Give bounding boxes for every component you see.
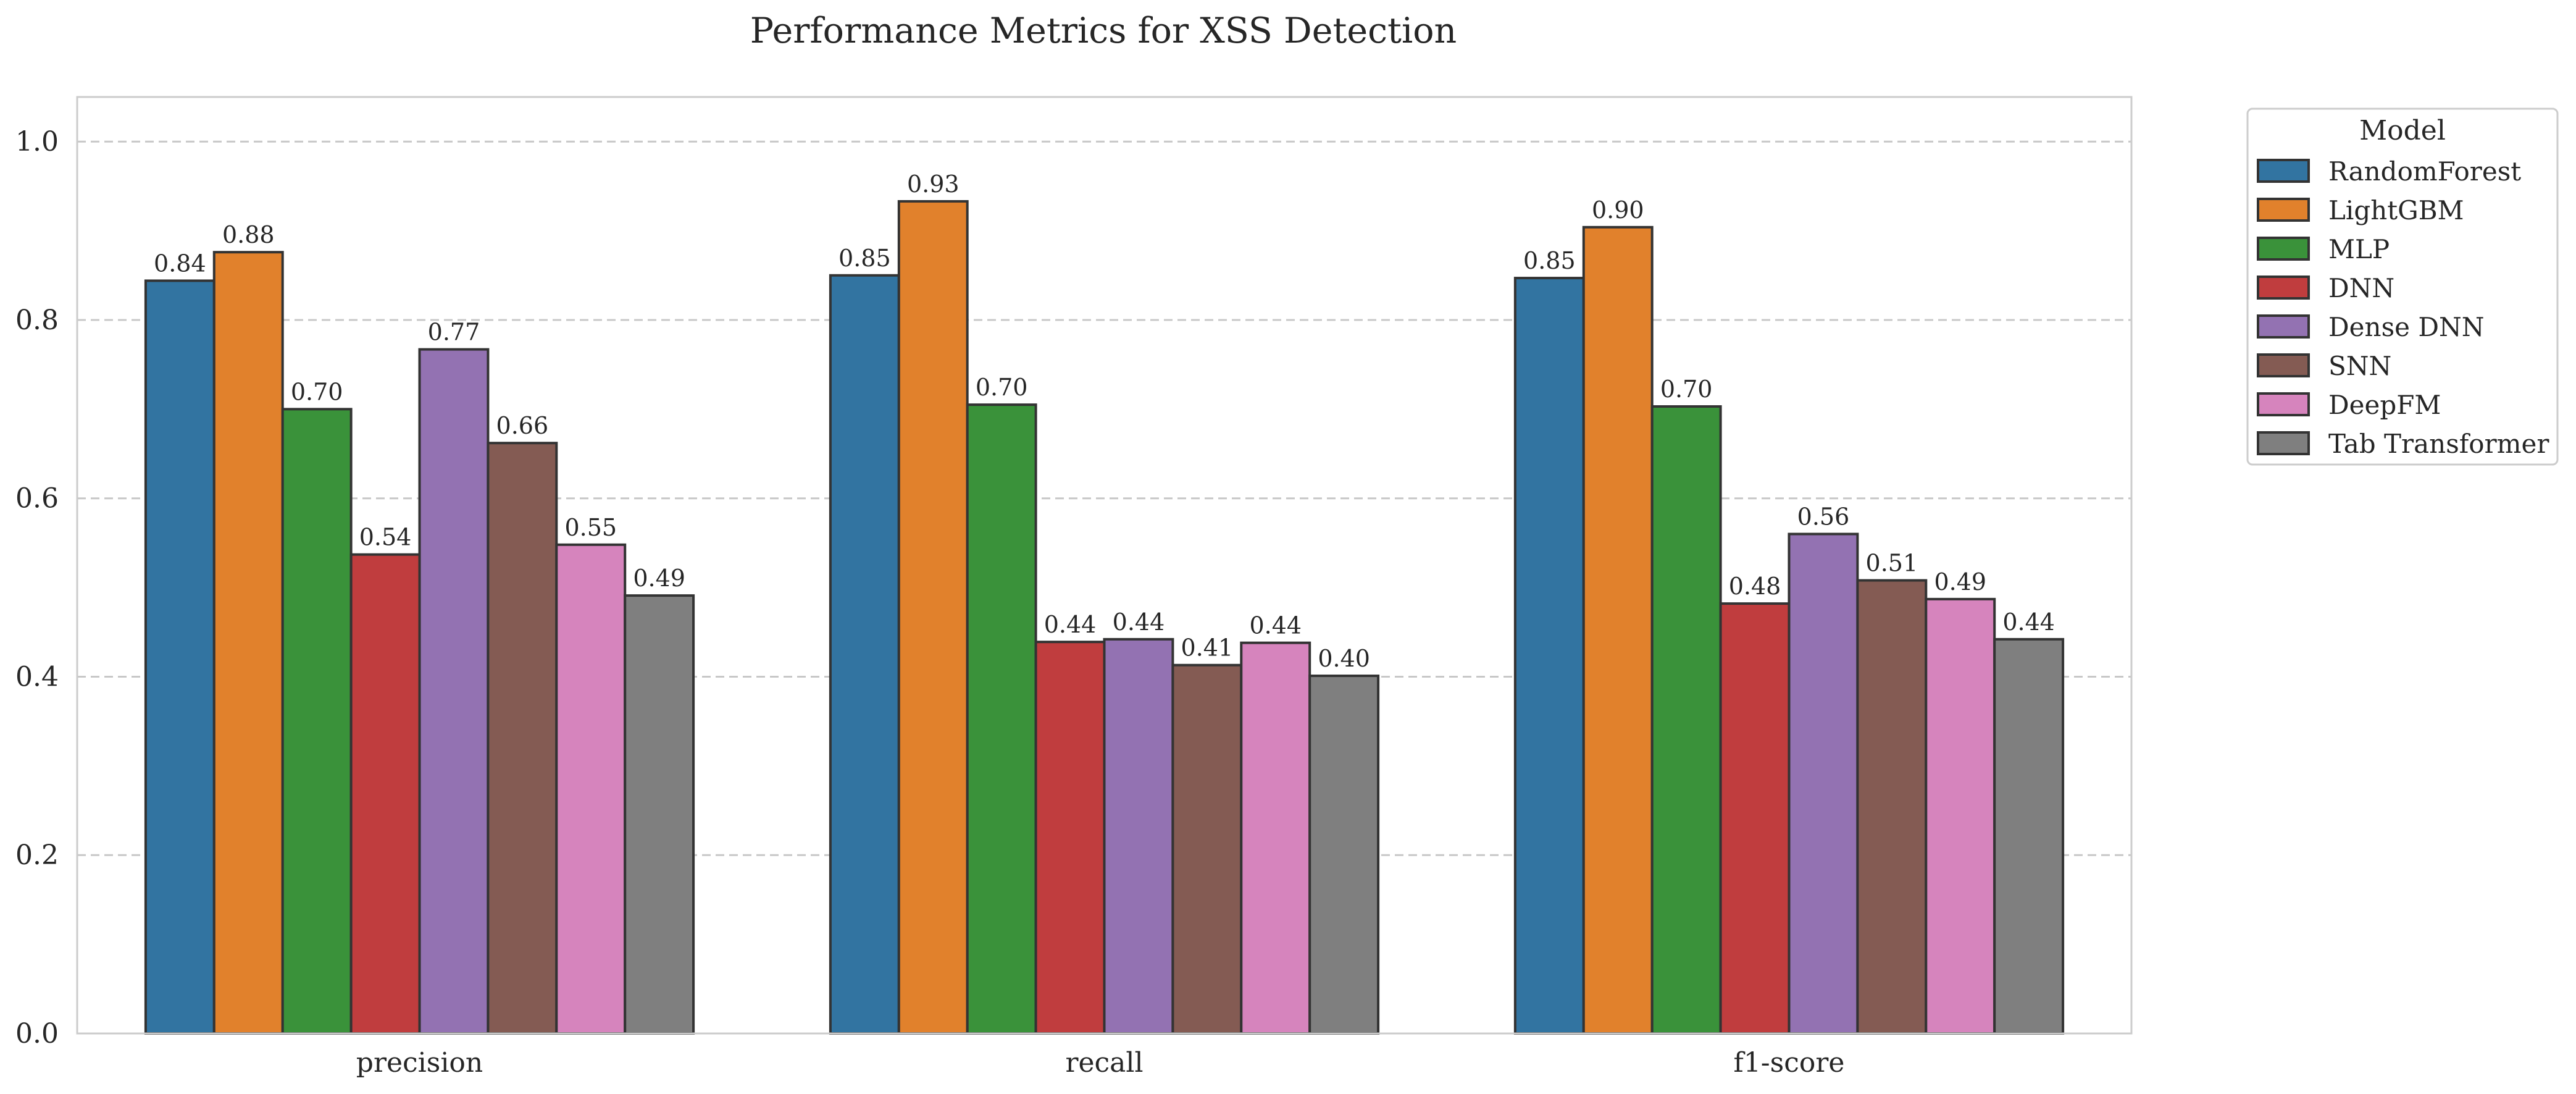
bar [487, 442, 558, 1035]
bar-value-label: 0.44 [1249, 612, 1302, 639]
bar [1650, 405, 1722, 1035]
bar [418, 348, 490, 1035]
bar [1788, 532, 1859, 1035]
bar-value-label: 0.85 [1523, 247, 1576, 274]
legend-item-label: Tab Transformer [2328, 429, 2549, 459]
bar-value-label: 0.48 [1729, 573, 1781, 600]
legend-item-label: DeepFM [2328, 390, 2441, 420]
bar [349, 553, 421, 1035]
y-tick-label: 0.8 [15, 305, 59, 336]
bar [1513, 277, 1585, 1035]
legend-swatch [2257, 159, 2310, 183]
bar-value-label: 0.41 [1181, 634, 1234, 662]
bar-value-label: 0.54 [359, 524, 412, 551]
bar-value-label: 0.55 [564, 514, 617, 541]
bar-value-label: 0.44 [2002, 608, 2055, 636]
legend-swatch [2257, 237, 2310, 261]
bar-value-label: 0.49 [633, 565, 685, 592]
bar [1925, 597, 1996, 1035]
bar-value-label: 0.40 [1318, 645, 1370, 672]
x-tick-label: precision [356, 1047, 483, 1079]
y-axis: 0.0 0.2 0.4 0.6 0.8 1.0 [15, 126, 59, 1050]
bar-value-label: 0.93 [907, 170, 960, 198]
y-tick-label: 0.4 [15, 661, 59, 692]
bar-value-label: 0.90 [1592, 196, 1644, 224]
bar-value-label: 0.77 [428, 319, 480, 346]
bar-value-label: 0.66 [496, 412, 549, 439]
legend-swatch [2257, 276, 2310, 300]
legend-item-label: LightGBM [2328, 195, 2464, 225]
bar-value-label: 0.44 [1113, 608, 1165, 636]
bar [1856, 579, 1928, 1035]
legend-swatch [2257, 198, 2310, 222]
bar [897, 200, 969, 1035]
bar [1034, 641, 1106, 1035]
legend-item-label: MLP [2328, 234, 2390, 264]
bar-value-label: 0.70 [976, 374, 1028, 401]
bars [144, 200, 2065, 1035]
bar [1993, 637, 2065, 1035]
legend-swatch [2257, 314, 2310, 339]
bar [1103, 637, 1174, 1035]
bar-value-label: 0.85 [838, 245, 891, 272]
bar [144, 279, 215, 1035]
legend: Model RandomForest LightGBM MLP DNN Dense DN… [2246, 107, 2559, 466]
legend-title: Model [2359, 115, 2446, 146]
bar [1240, 641, 1311, 1035]
y-tick-label: 0.6 [15, 483, 59, 515]
bar-value-labels: 0.84 0.88 0.70 0.54 0.77 0.66 0.55 0.49 0.85 0.93… [154, 170, 2055, 672]
bar [281, 408, 353, 1035]
bar [1719, 602, 1791, 1035]
x-tick-label: recall [1065, 1047, 1143, 1079]
x-tick-label: f1-score [1734, 1047, 1845, 1079]
legend-frame [2246, 107, 2559, 466]
legend-swatch [2257, 431, 2310, 455]
plot-area-frame [76, 96, 2133, 1035]
y-tick-label: 0.0 [15, 1018, 59, 1050]
chart-title: Performance Metrics for XSS Detection [750, 11, 1457, 51]
bar [212, 251, 284, 1035]
legend-swatch [2257, 392, 2310, 416]
bar [624, 594, 695, 1035]
legend-swatch [2257, 353, 2310, 377]
bar-value-label: 0.70 [291, 378, 343, 405]
bar-value-label: 0.84 [154, 250, 206, 277]
legend-item-label: SNN [2328, 351, 2391, 381]
bar-value-label: 0.70 [1660, 376, 1713, 403]
bar [555, 543, 627, 1035]
x-axis: precision recall f1-score [356, 1047, 1845, 1079]
bar-value-label: 0.56 [1797, 503, 1850, 530]
y-tick-label: 1.0 [15, 126, 59, 158]
bar [1171, 663, 1243, 1035]
y-tick-label: 0.2 [15, 839, 59, 871]
bar [966, 403, 1037, 1035]
bar-value-label: 0.51 [1866, 550, 1918, 577]
bar-value-label: 0.44 [1044, 611, 1097, 638]
legend-item-label: Dense DNN [2328, 312, 2485, 342]
bar-value-label: 0.49 [1934, 568, 1986, 595]
bar [829, 274, 900, 1035]
legend-item-label: DNN [2328, 273, 2394, 303]
bar [1308, 675, 1380, 1035]
legend-item-label: RandomForest [2328, 156, 2521, 187]
bar [1582, 225, 1654, 1035]
bar-value-label: 0.88 [222, 221, 275, 248]
